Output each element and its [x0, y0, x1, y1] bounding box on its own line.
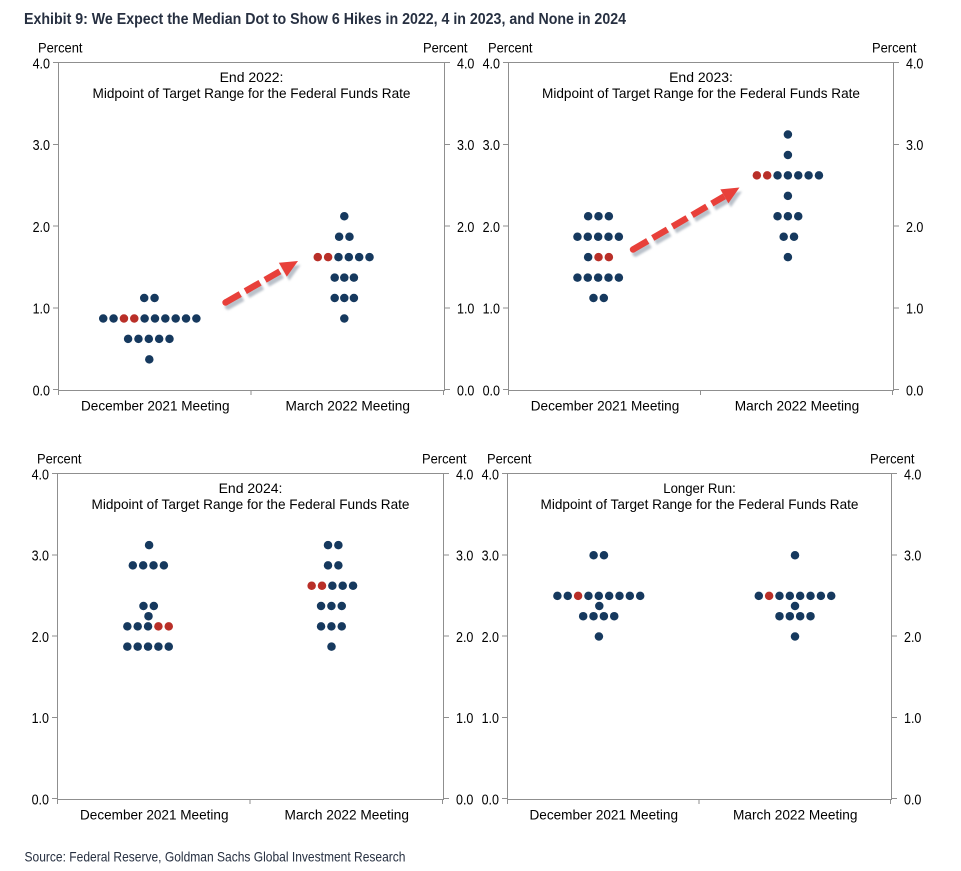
svg-text:Midpoint of Target Range for t: Midpoint of Target Range for the Federal… — [541, 496, 859, 512]
svg-text:Percent: Percent — [487, 451, 532, 467]
svg-text:2.0: 2.0 — [456, 630, 473, 646]
svg-text:Percent: Percent — [870, 451, 915, 467]
svg-text:March 2022 Meeting: March 2022 Meeting — [735, 398, 860, 414]
svg-text:Midpoint of Target Range for t: Midpoint of Target Range for the Federal… — [542, 85, 860, 101]
svg-text:2.0: 2.0 — [904, 630, 921, 646]
svg-text:4.0: 4.0 — [904, 467, 921, 483]
svg-text:2.0: 2.0 — [33, 220, 50, 236]
svg-text:March 2022 Meeting: March 2022 Meeting — [733, 807, 858, 823]
svg-text:0.0: 0.0 — [482, 792, 499, 808]
svg-text:4.0: 4.0 — [906, 56, 923, 72]
svg-text:4.0: 4.0 — [456, 467, 473, 483]
svg-text:4.0: 4.0 — [483, 56, 500, 72]
svg-text:1.0: 1.0 — [457, 302, 474, 318]
svg-text:0.0: 0.0 — [904, 792, 921, 808]
svg-text:0.0: 0.0 — [457, 383, 474, 399]
svg-text:Source: Federal Reserve, Goldm: Source: Federal Reserve, Goldman Sachs G… — [25, 849, 406, 865]
svg-text:1.0: 1.0 — [483, 302, 500, 318]
svg-text:1.0: 1.0 — [456, 711, 473, 727]
svg-text:3.0: 3.0 — [906, 138, 923, 154]
svg-text:1.0: 1.0 — [904, 711, 921, 727]
svg-text:End 2024:: End 2024: — [219, 480, 283, 496]
svg-text:0.0: 0.0 — [32, 792, 49, 808]
svg-text:0.0: 0.0 — [456, 792, 473, 808]
svg-text:December 2021 Meeting: December 2021 Meeting — [531, 398, 680, 414]
svg-text:December 2021 Meeting: December 2021 Meeting — [81, 398, 230, 414]
svg-text:March 2022 Meeting: March 2022 Meeting — [286, 398, 411, 414]
svg-text:1.0: 1.0 — [32, 711, 49, 727]
svg-text:1.0: 1.0 — [33, 302, 50, 318]
svg-text:1.0: 1.0 — [482, 711, 499, 727]
svg-text:4.0: 4.0 — [482, 467, 499, 483]
svg-text:2.0: 2.0 — [32, 630, 49, 646]
svg-text:Percent: Percent — [422, 451, 467, 467]
svg-text:December 2021 Meeting: December 2021 Meeting — [80, 807, 229, 823]
svg-text:2.0: 2.0 — [482, 630, 499, 646]
svg-text:3.0: 3.0 — [482, 549, 499, 565]
svg-text:0.0: 0.0 — [483, 383, 500, 399]
svg-text:Percent: Percent — [488, 40, 533, 56]
svg-text:March 2022 Meeting: March 2022 Meeting — [285, 807, 410, 823]
svg-text:0.0: 0.0 — [33, 383, 50, 399]
svg-text:Percent: Percent — [38, 40, 83, 56]
svg-text:Midpoint of Target Range for t: Midpoint of Target Range for the Federal… — [93, 85, 411, 101]
svg-text:3.0: 3.0 — [457, 138, 474, 154]
svg-text:2.0: 2.0 — [483, 220, 500, 236]
svg-text:End 2023:: End 2023: — [669, 69, 733, 85]
svg-text:3.0: 3.0 — [33, 138, 50, 154]
svg-text:Midpoint of Target Range for t: Midpoint of Target Range for the Federal… — [92, 496, 410, 512]
svg-text:4.0: 4.0 — [457, 56, 474, 72]
svg-text:Percent: Percent — [872, 40, 917, 56]
svg-text:0.0: 0.0 — [906, 383, 923, 399]
svg-text:3.0: 3.0 — [483, 138, 500, 154]
svg-text:End 2022:: End 2022: — [220, 69, 284, 85]
svg-text:Percent: Percent — [423, 40, 468, 56]
svg-text:2.0: 2.0 — [906, 220, 923, 236]
svg-text:3.0: 3.0 — [904, 549, 921, 565]
svg-text:2.0: 2.0 — [457, 220, 474, 236]
svg-text:Percent: Percent — [37, 451, 82, 467]
svg-text:3.0: 3.0 — [32, 549, 49, 565]
svg-text:1.0: 1.0 — [906, 302, 923, 318]
svg-text:3.0: 3.0 — [456, 549, 473, 565]
svg-text:December 2021 Meeting: December 2021 Meeting — [530, 807, 679, 823]
svg-text:4.0: 4.0 — [32, 467, 49, 483]
svg-text:4.0: 4.0 — [33, 56, 50, 72]
svg-text:Longer Run:: Longer Run: — [663, 480, 736, 496]
svg-text:Exhibit 9: We Expect the Media: Exhibit 9: We Expect the Median Dot to S… — [24, 11, 626, 28]
